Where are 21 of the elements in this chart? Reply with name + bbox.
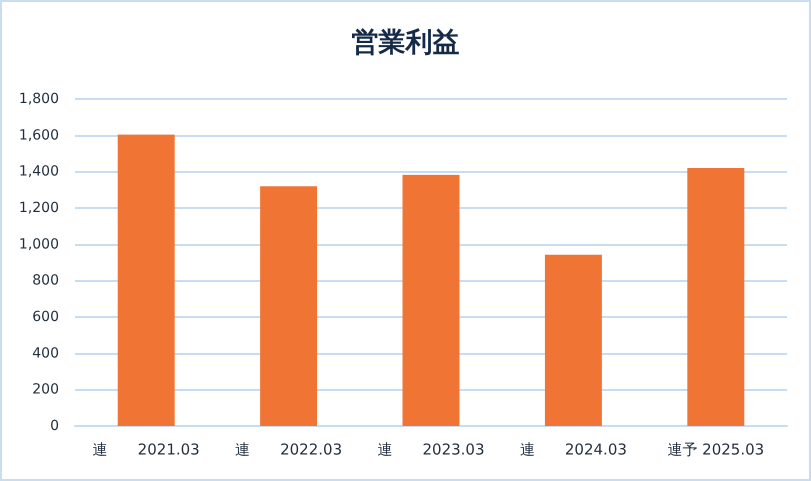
y-tick-label: 600 (32, 309, 59, 325)
x-tick-label: 連 2021.03 (92, 440, 200, 458)
y-tick-label: 400 (32, 345, 59, 362)
x-tick-label: 連予 2025.03 (667, 440, 764, 458)
y-tick-label: 0 (50, 418, 59, 434)
y-tick-label: 1,800 (18, 91, 59, 107)
bar (402, 174, 460, 426)
x-tick-label: 連 2022.03 (235, 440, 342, 458)
bar (687, 168, 744, 426)
chart-title: 営業利益 (352, 27, 460, 58)
bar (260, 186, 318, 426)
x-tick-label: 連 2024.03 (520, 440, 627, 458)
y-tick-label: 1,400 (18, 164, 59, 180)
bar (544, 254, 602, 426)
y-tick-label: 1,600 (18, 127, 59, 144)
bar (118, 134, 175, 426)
y-tick-label: 1,200 (18, 200, 59, 216)
y-tick-label: 800 (32, 272, 59, 289)
y-tick-label: 1,000 (18, 236, 59, 252)
x-tick-label: 連 2023.03 (377, 440, 485, 458)
y-tick-label: 200 (32, 382, 59, 398)
